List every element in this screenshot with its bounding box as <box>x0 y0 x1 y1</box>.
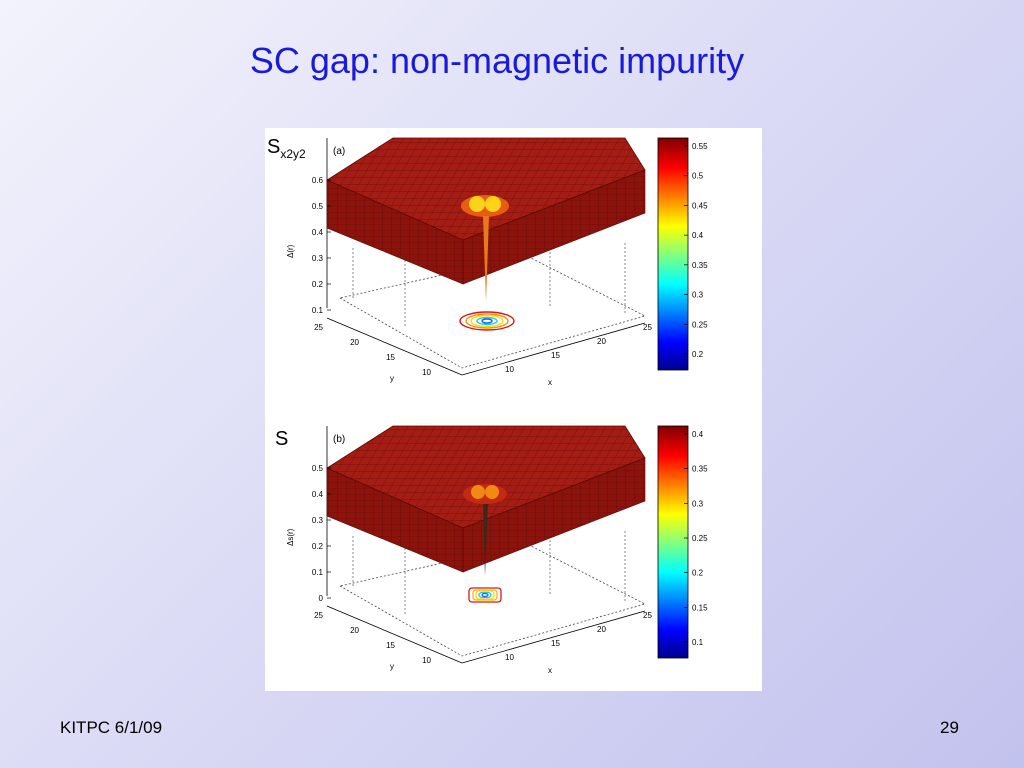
panel-a-z-tick-label: 0.2 <box>312 280 324 289</box>
panel-b-z-tick-label: 0 <box>319 594 324 603</box>
panel-b-y-axis-label: y <box>390 662 394 671</box>
panel-b-colorbar-tick-label: 0.25 <box>692 534 708 543</box>
panel-b-z-tick-label: 0.3 <box>312 516 324 525</box>
surface-plots-figure: (a) 0.1 0.2 0.3 0.4 0.5 0.6 Δ(r) 25 20 15 10 y 10 15 20… <box>286 137 708 675</box>
panel-a-z-axis-label: Δ(r) <box>286 244 295 258</box>
panel-b-contour-ring <box>481 592 489 598</box>
panel-b-contour-ring <box>472 589 498 601</box>
slide-title-text: SC gap: non-magnetic impurity <box>249 40 745 81</box>
panel-b-z-tick-label: 0.4 <box>312 490 324 499</box>
panel-b-side-label-main: S <box>275 428 289 450</box>
panel-a-impurity-spike <box>483 216 489 302</box>
panel-b-x-axis-label: x <box>548 666 552 675</box>
panel-b-y-tick-label: 10 <box>422 656 431 665</box>
panel-b-x-tick-label: 25 <box>643 611 652 620</box>
panel-a-colorbar-tick-label: 0.4 <box>692 231 704 240</box>
panel-b-impurity-dip-left <box>471 485 485 499</box>
panel-b-z-tick-label: 0.2 <box>312 542 324 551</box>
panel-a-impurity-dip-left <box>469 196 485 212</box>
panel-a-y-tick-label: 20 <box>350 338 359 347</box>
panel-b-contour-ring <box>478 591 492 599</box>
panel-a-colorbar-tick-label: 0.55 <box>692 142 708 151</box>
panel-b-x-tick-label: 10 <box>505 653 514 662</box>
panel-b-x-axis <box>461 610 646 664</box>
panel-a-z-tick-label: 0.3 <box>312 254 324 263</box>
panel-b-colorbar-tick-label: 0.3 <box>692 499 704 508</box>
panel-a-x-tick-label: 15 <box>551 351 560 360</box>
panel-a-y-tick-label: 15 <box>386 353 395 362</box>
panel-b-contour-ring <box>468 587 502 603</box>
panel-b-surface-top <box>326 425 646 529</box>
panel-a-z-tick-label: 0.6 <box>312 176 324 185</box>
panel-a-x-axis-label: x <box>548 378 552 387</box>
panel-a-colorbar-tick-label: 0.5 <box>692 172 704 181</box>
panel-b-y-tick-label: 15 <box>386 641 395 650</box>
panel-b-y-tick-label: 25 <box>314 611 323 620</box>
panel-a-side-label: Sx2y2 <box>267 136 306 161</box>
panel-a-colorbar <box>657 137 689 371</box>
panel-b-colorbar-tick-label: 0.2 <box>692 569 704 578</box>
panel-a-contour-ring <box>476 316 498 326</box>
panel-a-z-tick-label: 0.4 <box>312 228 324 237</box>
panel-b-z-tick-label: 0.1 <box>312 568 324 577</box>
panel-b-y-tick-label: 20 <box>350 626 359 635</box>
panel-a-impurity-dip-outer <box>461 195 509 217</box>
panel-b-colorbar <box>657 425 689 659</box>
page-number: 29 <box>940 718 959 737</box>
figure-panel: (a) 0.1 0.2 0.3 0.4 0.5 0.6 Δ(r) 25 20 15 10 y 10 15 20… <box>265 128 762 691</box>
panel-b-tag: (b) <box>333 434 345 445</box>
panel-a-y-tick-label: 25 <box>314 323 323 332</box>
panel-a-contour-ring <box>465 313 509 329</box>
panel-b-x-tick-label: 15 <box>551 639 560 648</box>
panel-a-y-axis <box>326 317 463 376</box>
panel-b-impurity-spike <box>483 504 488 576</box>
footer-left: KITPC 6/1/09 <box>60 718 163 737</box>
panel-a-colorbar-tick-label: 0.35 <box>692 261 708 270</box>
panel-b-floor-box <box>338 543 647 657</box>
panel-a-z-tick-label: 0.1 <box>312 306 324 315</box>
panel-a-tag: (a) <box>333 146 345 157</box>
panel-b-x-tick-label: 20 <box>597 625 606 634</box>
panel-b-colorbar-tick-label: 0.1 <box>692 638 704 647</box>
panel-a-contour-ring <box>470 314 504 328</box>
panel-b-z-axis-label: Δs(r) <box>286 528 295 546</box>
panel-b-impurity-dip-right <box>485 485 499 499</box>
panel-a-contour-ring <box>459 311 515 331</box>
panel-b-z-tick-label: 0.5 <box>312 464 324 473</box>
panel-a-colorbar-tick-label: 0.45 <box>692 201 708 210</box>
slide-title: SC gap: non-magnetic impurity <box>0 40 1024 82</box>
panel-b-impurity-dip-outer <box>463 484 507 504</box>
panel-b-contour-ring <box>475 590 495 600</box>
panel-a-y-tick-label: 10 <box>422 368 431 377</box>
panel-b-colorbar-tick-label: 0.15 <box>692 603 708 612</box>
panel-a-z-tick-label: 0.5 <box>312 202 324 211</box>
panel-a-contour-ring <box>481 318 493 324</box>
panel-b-y-axis <box>326 605 463 664</box>
panel-b-colorbar-tick-label: 0.35 <box>692 465 708 474</box>
panel-a-y-axis-label: y <box>390 374 394 383</box>
panel-b-colorbar-tick-label: 0.4 <box>692 430 704 439</box>
panel-a-surface-top <box>326 137 646 241</box>
panel-b-side-label: S <box>275 428 288 451</box>
panel-a-x-tick-label: 25 <box>643 323 652 332</box>
panel-a-x-tick-label: 20 <box>597 337 606 346</box>
panel-a-colorbar-tick-label: 0.25 <box>692 320 708 329</box>
panel-a-colorbar-tick-label: 0.3 <box>692 291 704 300</box>
panel-a-side-label-main: S <box>267 136 281 158</box>
panel-a-floor-box <box>338 255 647 369</box>
panel-a-colorbar-tick-label: 0.2 <box>692 350 704 359</box>
panel-a-side-label-sub: x2y2 <box>280 147 306 161</box>
panel-a-x-tick-label: 10 <box>505 365 514 374</box>
panel-a-x-axis <box>461 322 646 376</box>
panel-a-impurity-dip-right <box>485 196 501 212</box>
